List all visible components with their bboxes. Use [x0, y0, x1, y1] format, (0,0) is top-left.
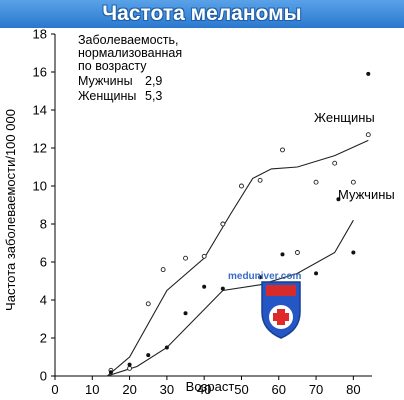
data-point-men [351, 250, 356, 255]
annotation-women-value: 5,3 [145, 89, 162, 103]
trend-line-women [106, 139, 369, 377]
y-tick-label: 12 [33, 141, 47, 156]
trend-lines [106, 139, 369, 377]
data-point-women [220, 221, 226, 227]
data-point-women [350, 179, 356, 185]
annotation-line: по возрасту [78, 59, 147, 73]
data-point-women [127, 365, 133, 371]
data-point-men [108, 370, 113, 375]
y-tick-label: 2 [40, 331, 47, 346]
series-label-women: Женщины [314, 110, 375, 125]
data-point-men [336, 197, 341, 202]
data-point-men [164, 345, 169, 350]
data-point-men [146, 353, 151, 358]
data-point-men [280, 252, 285, 257]
title-banner [0, 0, 404, 28]
annotation-line: Заболеваемость, [78, 33, 179, 47]
data-point-men [258, 275, 263, 280]
x-axis-title: Возраст [186, 379, 235, 394]
data-point-men [220, 286, 225, 291]
x-tick-label: 20 [122, 382, 136, 397]
medical-cross-shield-icon [261, 281, 301, 339]
data-point-men [314, 271, 319, 276]
x-tick-label: 50 [234, 382, 248, 397]
annotation-men-value: 2,9 [145, 74, 162, 88]
annotation-line: нормализованная [78, 46, 182, 60]
data-point-women [145, 301, 151, 307]
data-point-men [202, 284, 207, 289]
data-point-women [239, 183, 244, 189]
annotation-men-label: Мужчины [78, 74, 133, 88]
y-tick-label: 8 [40, 217, 47, 232]
data-point-women [332, 160, 338, 166]
data-point-men [366, 71, 371, 76]
x-tick-label: 10 [85, 382, 99, 397]
y-axis-title: Частота заболеваемости/100 000 [3, 109, 18, 311]
watermark: meduniver.com [228, 271, 301, 339]
series-label-men: Мужчины [338, 187, 395, 202]
y-tick-label: 0 [40, 369, 47, 384]
trend-line-men [107, 219, 354, 377]
y-tick-label: 14 [33, 103, 47, 118]
x-tick-label: 70 [309, 382, 323, 397]
data-point-women [294, 250, 300, 255]
x-tick-label: 0 [51, 382, 58, 397]
x-tick-label: 40 [197, 382, 211, 397]
annotation-women-label: Женщины [78, 89, 136, 103]
data-point-women [257, 177, 263, 183]
x-tick-label: 80 [346, 382, 360, 397]
axes: 0 2 4 6 8 10 12 14 16 18 0 10 20 30 40 50 60 70 80 [33, 27, 372, 397]
data-point-women [160, 267, 166, 273]
x-tick-label: 60 [272, 382, 286, 397]
y-tick-label: 4 [40, 293, 47, 308]
data-points [108, 71, 371, 375]
data-point-women [201, 253, 207, 259]
page-title: Частота меланомы [102, 2, 302, 25]
data-point-women [183, 255, 188, 261]
data-point-women [313, 179, 319, 185]
y-tick-label: 10 [33, 179, 47, 194]
data-point-men [183, 311, 188, 316]
y-tick-label: 6 [40, 255, 47, 270]
x-tick-label: 30 [160, 382, 174, 397]
watermark-text: meduniver.com [228, 271, 301, 282]
data-point-women [280, 147, 285, 153]
data-point-women [365, 132, 371, 138]
y-tick-label: 18 [33, 27, 47, 42]
y-tick-label: 16 [33, 65, 47, 80]
data-point-men [127, 362, 132, 367]
